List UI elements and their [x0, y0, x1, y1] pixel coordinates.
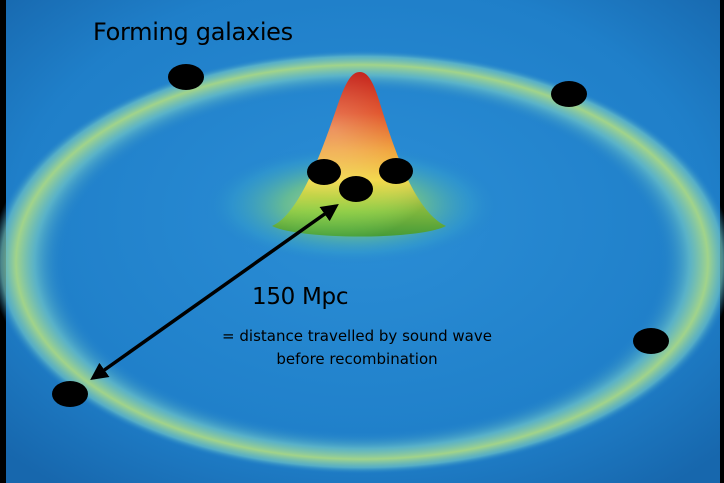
distance-arrow: [90, 203, 339, 381]
galaxy: [339, 176, 373, 202]
galaxy: [633, 328, 669, 354]
galaxy: [551, 81, 587, 107]
title-label: Forming galaxies: [93, 18, 293, 46]
galaxy: [168, 64, 204, 90]
galaxy: [379, 158, 413, 184]
distance-description: = distance travelled by sound wave befor…: [222, 327, 492, 368]
galaxies: [52, 64, 669, 407]
galaxy: [307, 159, 341, 185]
distance-label: 150 Mpc: [252, 284, 349, 310]
galaxy: [52, 381, 88, 407]
